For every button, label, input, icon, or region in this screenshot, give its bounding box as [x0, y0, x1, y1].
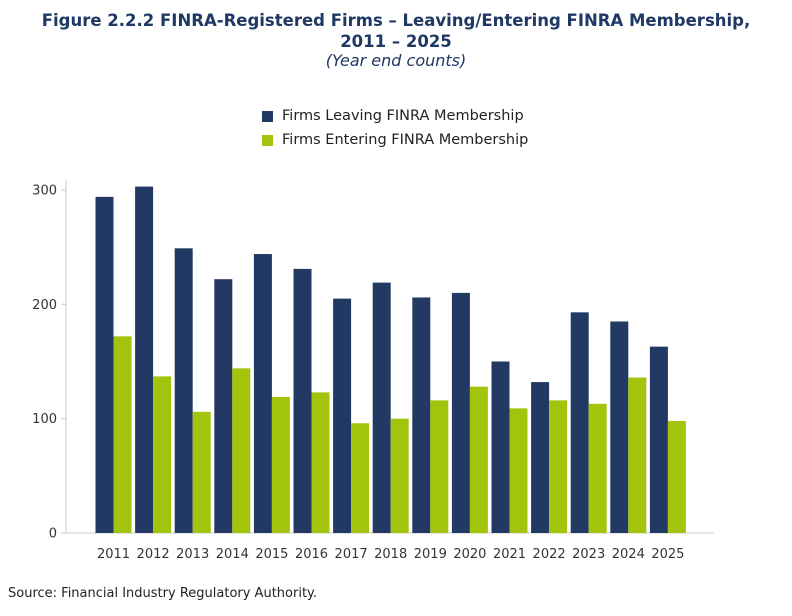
- bar-entering: [588, 403, 607, 533]
- bar-leaving: [570, 312, 589, 533]
- legend-swatch-leaving: [262, 110, 273, 122]
- chart-title-line-1: Figure 2.2.2 FINRA-Registered Firms – Le…: [41, 11, 751, 30]
- bar-entering: [549, 400, 568, 533]
- x-tick-label: 2022: [533, 547, 566, 562]
- bar-leaving: [451, 292, 470, 533]
- legend-item-leaving: Firms Leaving FINRA Membership: [262, 104, 528, 128]
- x-tick-label: 2015: [255, 547, 288, 562]
- bar-leaving: [649, 346, 668, 533]
- bar-entering: [351, 423, 370, 533]
- bar-leaving: [135, 186, 154, 533]
- bar-entering: [271, 396, 290, 533]
- x-tick-label: 2020: [453, 547, 486, 562]
- x-tick-label: 2016: [295, 547, 328, 562]
- x-tick-label: 2025: [651, 547, 684, 562]
- source-note: Source: Financial Industry Regulatory Au…: [8, 586, 318, 601]
- x-tick-label: 2017: [335, 547, 368, 562]
- bar-leaving: [95, 196, 114, 534]
- bar-entering: [390, 418, 409, 533]
- bar-leaving: [372, 282, 391, 533]
- bar-leaving: [293, 268, 312, 533]
- bar-leaving: [174, 248, 193, 533]
- bar-leaving: [412, 297, 431, 533]
- bar-entering: [469, 386, 488, 533]
- y-tick-label: 200: [32, 298, 57, 313]
- legend-item-entering: Firms Entering FINRA Membership: [262, 128, 528, 152]
- y-tick-label: 0: [49, 527, 57, 542]
- bar-entering: [628, 377, 647, 533]
- bar-leaving: [491, 361, 510, 533]
- x-tick-label: 2023: [572, 547, 605, 562]
- bar-leaving: [253, 254, 272, 533]
- bar-entering: [192, 411, 211, 533]
- x-tick-label: 2012: [137, 547, 170, 562]
- chart-subtitle: (Year end counts): [325, 51, 467, 70]
- y-tick-label: 300: [32, 184, 57, 199]
- bar-entering: [153, 376, 172, 533]
- x-tick-label: 2013: [176, 547, 209, 562]
- bar-leaving: [531, 382, 550, 533]
- bar-entering: [667, 420, 686, 533]
- bar-leaving: [333, 298, 352, 533]
- bar-leaving: [610, 321, 629, 533]
- bar-entering: [509, 408, 528, 533]
- chart-title-line-2: 2011 – 2025: [340, 32, 452, 51]
- bar-entering: [113, 336, 132, 533]
- x-tick-label: 2021: [493, 547, 526, 562]
- y-tick-label: 100: [32, 412, 57, 427]
- bar-entering: [311, 392, 330, 533]
- x-tick-label: 2018: [374, 547, 407, 562]
- x-tick-label: 2014: [216, 547, 249, 562]
- legend-label-leaving: Firms Leaving FINRA Membership: [282, 108, 524, 124]
- bar-entering: [430, 400, 449, 533]
- legend: Firms Leaving FINRA Membership Firms Ent…: [262, 104, 528, 152]
- bar-entering: [232, 368, 251, 533]
- x-tick-label: 2024: [612, 547, 645, 562]
- legend-label-entering: Firms Entering FINRA Membership: [282, 132, 529, 148]
- x-tick-label: 2019: [414, 547, 447, 562]
- legend-swatch-entering: [262, 134, 273, 146]
- x-tick-label: 2011: [97, 547, 130, 562]
- bar-leaving: [214, 279, 233, 533]
- chart-title: Figure 2.2.2 FINRA-Registered Firms – Le…: [0, 10, 792, 52]
